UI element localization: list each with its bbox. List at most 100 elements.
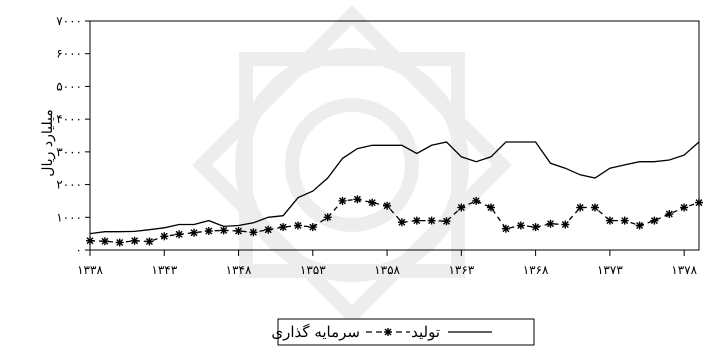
marker-stroke xyxy=(561,221,569,228)
series-point-investment xyxy=(620,216,629,225)
series-point-investment xyxy=(308,223,317,232)
marker-stroke xyxy=(131,237,139,245)
plot-frame xyxy=(89,20,700,251)
series-point-investment xyxy=(323,213,332,222)
series-point-investment xyxy=(190,228,198,237)
series-point-investment xyxy=(145,237,154,246)
marker-stroke xyxy=(145,238,153,245)
series-point-investment xyxy=(635,221,644,230)
series-point-investment xyxy=(130,236,139,245)
series-point-investment xyxy=(383,201,392,210)
y-tick-label: ۶۰۰۰ xyxy=(56,47,82,61)
series-point-investment xyxy=(442,217,451,226)
series-point-investment xyxy=(516,221,525,230)
series-point-investment xyxy=(531,223,540,232)
series-point-investment xyxy=(368,198,377,207)
marker-stroke xyxy=(368,199,376,207)
y-tick-label: ۵۰۰۰ xyxy=(56,79,82,93)
marker-stroke xyxy=(220,226,228,234)
marker-stroke xyxy=(353,195,361,203)
series-point-investment xyxy=(591,203,599,212)
x-axis-tick-labels: ۱۳۳۸ ۱۳۴۳ ۱۳۴۸ ۱۳۵۳ ۱۳۵۸ ۱۳۶۳ ۱۳۶۸ ۱۳۷۳ ۱۳۷۸ xyxy=(77,263,697,277)
marker-stroke xyxy=(235,227,242,235)
series-point-investment xyxy=(397,218,406,227)
marker-stroke xyxy=(116,239,124,246)
marker-stroke xyxy=(324,213,332,221)
x-tick-label: ۱۳۷۳ xyxy=(597,263,623,277)
series-point-investment xyxy=(665,210,674,218)
series-point-investment xyxy=(160,232,169,241)
marker-stroke xyxy=(383,202,391,210)
series-point-investment xyxy=(457,203,466,212)
series-point-investment xyxy=(412,216,421,225)
marker-stroke xyxy=(160,232,168,240)
series-point-investment xyxy=(294,221,302,230)
marker-stroke xyxy=(294,222,302,229)
marker-stroke xyxy=(190,229,198,237)
marker-stroke xyxy=(339,197,346,205)
x-tick-label: ۱۳۳۸ xyxy=(77,263,103,277)
legend-label-production: تولید xyxy=(411,323,440,341)
y-tick-label: ۳۰۰۰ xyxy=(56,145,82,159)
marker-stroke xyxy=(532,223,540,231)
marker-stroke xyxy=(279,223,287,231)
y-axis xyxy=(85,20,90,251)
y-axis-tick-labels: ۰ ۱۰۰۰ ۲۰۰۰ ۳۰۰۰ ۴۰۰۰ ۵۰۰۰ ۶۰۰۰ ۷۰۰۰ xyxy=(56,14,82,257)
marker-stroke xyxy=(443,217,450,225)
series-point-investment xyxy=(115,238,124,247)
x-tick-label: ۱۳۴۸ xyxy=(226,263,252,277)
series-point-investment xyxy=(219,226,228,235)
marker-stroke xyxy=(309,223,317,231)
series-point-investment xyxy=(249,228,258,237)
marker-stroke xyxy=(636,222,644,229)
marker-stroke xyxy=(650,217,658,225)
y-axis-label: میلیارد ریال xyxy=(40,109,56,176)
marker-stroke xyxy=(205,227,213,235)
x-tick-label: ۱۳۵۳ xyxy=(300,263,326,277)
marker-stroke xyxy=(413,217,421,225)
x-tick-label: ۱۳۶۸ xyxy=(523,263,549,277)
marker-stroke xyxy=(457,204,465,211)
y-tick-label: ۱۰۰۰ xyxy=(56,210,82,224)
legend: تولید سرمایه گذاری xyxy=(271,318,535,346)
series-point-investment xyxy=(487,203,495,212)
series-group xyxy=(86,141,703,247)
marker-stroke xyxy=(576,204,584,211)
series-point-investment xyxy=(279,223,288,232)
series-point-investment xyxy=(338,196,347,205)
marker-stroke xyxy=(472,197,480,205)
marker-stroke xyxy=(591,204,599,211)
marker-stroke xyxy=(695,199,703,207)
series-point-investment xyxy=(605,216,614,225)
x-tick-label: ۱۳۷۸ xyxy=(671,263,697,277)
marker-stroke xyxy=(264,226,272,234)
series-point-investment xyxy=(695,198,703,207)
series-point-investment xyxy=(264,225,273,234)
x-tick-label: ۱۳۵۸ xyxy=(374,263,400,277)
series-point-investment xyxy=(353,195,362,204)
series-point-investment xyxy=(650,216,659,225)
marker-stroke xyxy=(502,225,510,233)
series-point-investment xyxy=(427,216,436,225)
y-tick-label: ۴۰۰۰ xyxy=(56,112,82,126)
marker-stroke xyxy=(398,218,406,226)
legend-marker-investment xyxy=(384,328,392,336)
marker-stroke xyxy=(101,237,109,245)
x-tick-label: ۱۳۶۳ xyxy=(448,263,474,277)
marker-stroke xyxy=(606,217,614,225)
marker-stroke xyxy=(517,222,525,229)
series-point-investment xyxy=(472,196,481,205)
series-point-investment xyxy=(576,203,585,212)
marker-stroke xyxy=(547,220,554,228)
series-point-investment xyxy=(546,219,555,228)
series-point-investment xyxy=(204,227,213,235)
series-point-investment xyxy=(501,224,510,233)
legend-label-investment: سرمایه گذاری xyxy=(271,323,360,341)
series-line-production xyxy=(89,141,700,235)
series-point-investment xyxy=(680,203,689,212)
series-point-investment xyxy=(234,227,243,235)
series-point-investment xyxy=(86,236,94,245)
marker-stroke xyxy=(86,237,94,245)
marker-stroke xyxy=(487,204,495,211)
